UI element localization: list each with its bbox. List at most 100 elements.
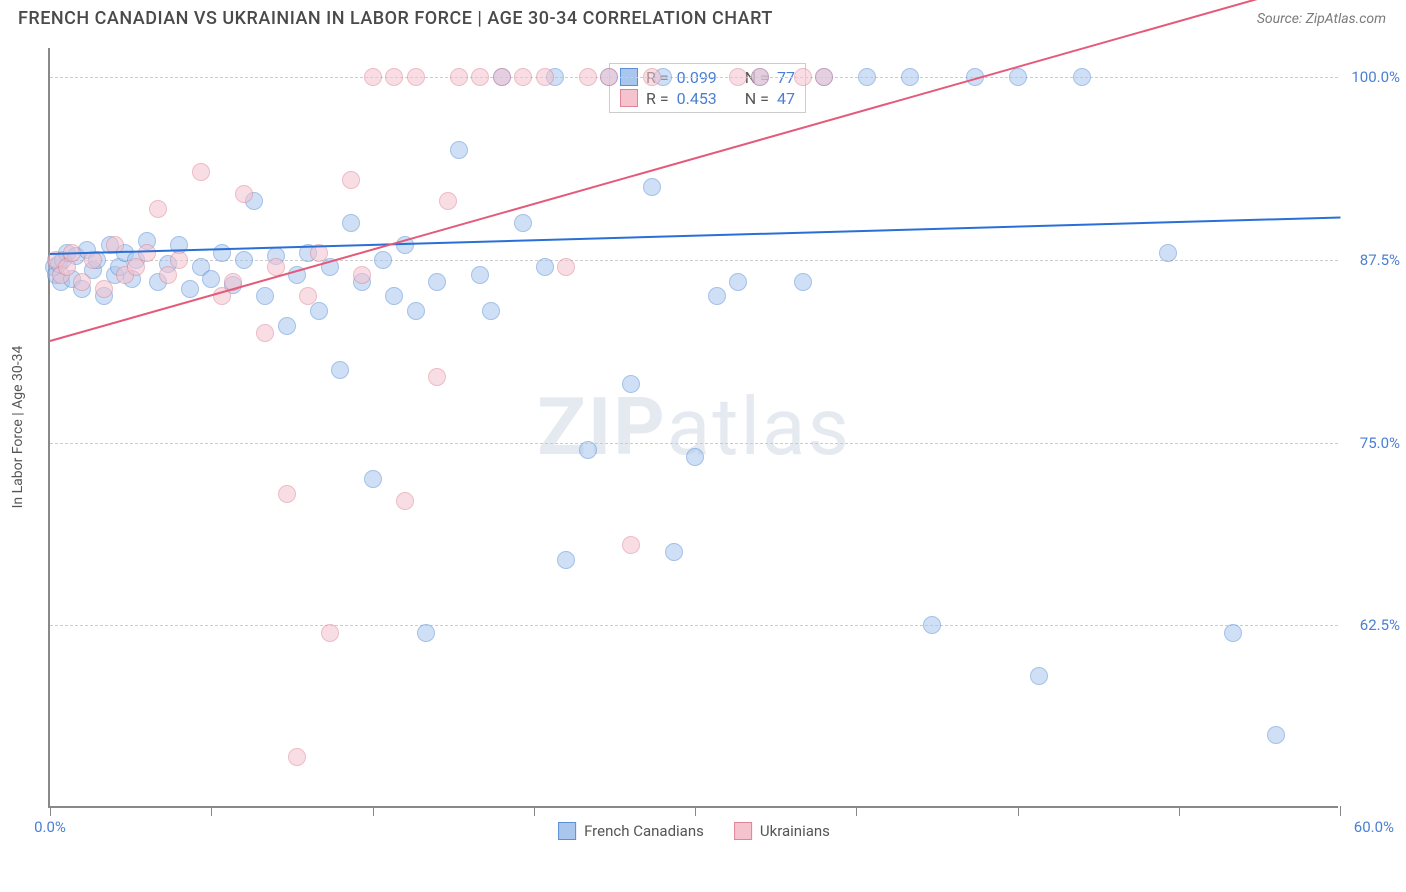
series-legend-item: Ukrainians bbox=[734, 822, 830, 840]
data-point bbox=[278, 485, 296, 503]
legend-n-label: N = bbox=[745, 89, 769, 108]
data-point bbox=[342, 171, 360, 189]
data-point bbox=[514, 68, 532, 86]
data-point bbox=[256, 287, 274, 305]
x-tick bbox=[534, 806, 535, 816]
data-point bbox=[428, 368, 446, 386]
data-point bbox=[708, 287, 726, 305]
data-point bbox=[643, 178, 661, 196]
legend-swatch bbox=[558, 822, 576, 840]
x-tick bbox=[1018, 806, 1019, 816]
data-point bbox=[321, 624, 339, 642]
legend-n-value: 47 bbox=[777, 89, 795, 108]
data-point bbox=[557, 258, 575, 276]
x-tick bbox=[211, 806, 212, 816]
data-point bbox=[170, 251, 188, 269]
series-legend-label: French Canadians bbox=[584, 822, 704, 840]
data-point bbox=[235, 251, 253, 269]
x-tick-label: 0.0% bbox=[34, 818, 66, 836]
data-point bbox=[331, 361, 349, 379]
series-legend: French Canadians Ukrainians bbox=[558, 822, 830, 840]
data-point bbox=[450, 141, 468, 159]
legend-swatch bbox=[734, 822, 752, 840]
data-point bbox=[729, 68, 747, 86]
data-point bbox=[149, 200, 167, 218]
data-point bbox=[364, 68, 382, 86]
data-point bbox=[858, 68, 876, 86]
data-point bbox=[439, 192, 457, 210]
data-point bbox=[407, 302, 425, 320]
x-tick bbox=[856, 806, 857, 816]
stats-legend: R =0.099N =77R =0.453N =47 bbox=[609, 63, 806, 113]
x-tick bbox=[50, 806, 51, 816]
legend-r-label: R = bbox=[646, 89, 669, 108]
data-point bbox=[579, 68, 597, 86]
data-point bbox=[794, 273, 812, 291]
watermark-bold: ZIP bbox=[537, 380, 667, 474]
chart-source: Source: ZipAtlas.com bbox=[1257, 11, 1386, 27]
data-point bbox=[396, 492, 414, 510]
data-point bbox=[288, 748, 306, 766]
data-point bbox=[471, 68, 489, 86]
data-point bbox=[579, 441, 597, 459]
trend-line bbox=[50, 0, 1341, 342]
data-point bbox=[138, 244, 156, 262]
data-point bbox=[256, 324, 274, 342]
data-point bbox=[192, 163, 210, 181]
data-point bbox=[794, 68, 812, 86]
data-point bbox=[278, 317, 296, 335]
y-tick-label: 75.0% bbox=[1360, 434, 1400, 452]
data-point bbox=[923, 616, 941, 634]
data-point bbox=[342, 214, 360, 232]
y-tick-label: 62.5% bbox=[1360, 616, 1400, 634]
data-point bbox=[417, 624, 435, 642]
data-point bbox=[729, 273, 747, 291]
chart-plot-area: In Labor Force | Age 30-34 ZIPatlas R =0… bbox=[48, 48, 1338, 808]
data-point bbox=[181, 280, 199, 298]
data-point bbox=[471, 266, 489, 284]
data-point bbox=[353, 266, 371, 284]
data-point bbox=[202, 270, 220, 288]
data-point bbox=[1009, 68, 1027, 86]
series-legend-item: French Canadians bbox=[558, 822, 704, 840]
data-point bbox=[643, 68, 661, 86]
legend-r-value: 0.453 bbox=[677, 89, 717, 108]
data-point bbox=[299, 287, 317, 305]
data-point bbox=[385, 68, 403, 86]
y-axis-label: In Labor Force | Age 30-34 bbox=[10, 346, 26, 509]
data-point bbox=[213, 244, 231, 262]
data-point bbox=[665, 543, 683, 561]
data-point bbox=[901, 68, 919, 86]
stats-legend-row: R = 0.453 N = 47 bbox=[620, 89, 795, 108]
series-legend-label: Ukrainians bbox=[760, 822, 830, 840]
trend-line bbox=[50, 216, 1340, 255]
data-point bbox=[407, 68, 425, 86]
gridline bbox=[50, 625, 1338, 626]
data-point bbox=[622, 536, 640, 554]
y-tick-label: 100.0% bbox=[1351, 68, 1400, 86]
y-tick-label: 87.5% bbox=[1360, 251, 1400, 269]
x-tick bbox=[695, 806, 696, 816]
x-tick bbox=[373, 806, 374, 816]
data-point bbox=[493, 68, 511, 86]
data-point bbox=[374, 251, 392, 269]
data-point bbox=[482, 302, 500, 320]
data-point bbox=[536, 68, 554, 86]
data-point bbox=[95, 280, 113, 298]
data-point bbox=[1159, 244, 1177, 262]
data-point bbox=[364, 470, 382, 488]
data-point bbox=[600, 68, 618, 86]
data-point bbox=[73, 273, 91, 291]
gridline bbox=[50, 77, 1338, 78]
gridline bbox=[50, 443, 1338, 444]
data-point bbox=[557, 551, 575, 569]
chart-title: FRENCH CANADIAN VS UKRAINIAN IN LABOR FO… bbox=[18, 8, 773, 29]
data-point bbox=[310, 302, 328, 320]
data-point bbox=[235, 185, 253, 203]
data-point bbox=[385, 287, 403, 305]
data-point bbox=[536, 258, 554, 276]
x-tick-label: 60.0% bbox=[1354, 818, 1394, 836]
data-point bbox=[1073, 68, 1091, 86]
data-point bbox=[514, 214, 532, 232]
data-point bbox=[1030, 667, 1048, 685]
